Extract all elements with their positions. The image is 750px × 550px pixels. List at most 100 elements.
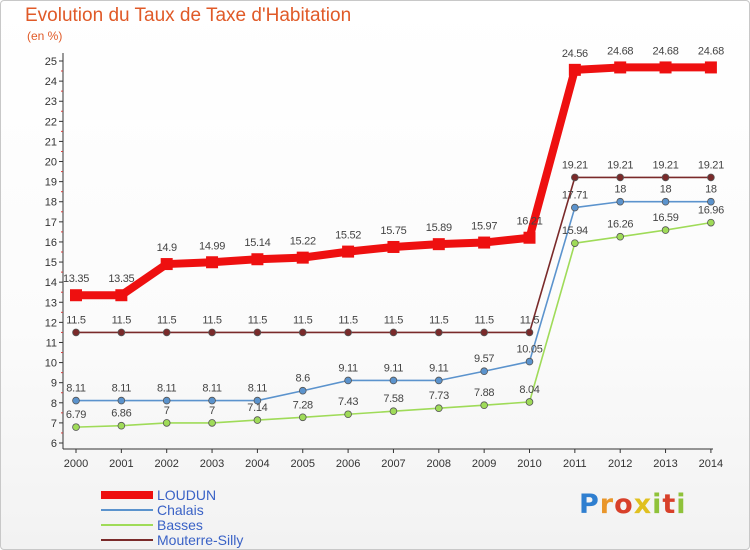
data-point bbox=[614, 61, 627, 74]
data-label: 11.5 bbox=[112, 314, 132, 326]
data-point bbox=[568, 63, 581, 76]
data-label: 6.86 bbox=[111, 408, 131, 420]
x-tick-label: 2009 bbox=[472, 458, 496, 470]
data-point bbox=[253, 416, 262, 424]
data-label: 18 bbox=[614, 184, 626, 196]
data-label: 9.11 bbox=[338, 362, 358, 374]
data-label: 18 bbox=[660, 184, 672, 196]
data-point bbox=[525, 328, 534, 337]
y-tick-label: 7 bbox=[51, 418, 57, 430]
chart-axes: 6 7 8 9 10 11 12 13 14 15 16 17 18 19 20 21 22 23 24 25 2000… bbox=[45, 53, 723, 470]
data-label: 8.6 bbox=[296, 373, 311, 385]
data-label: 16.26 bbox=[607, 219, 633, 231]
y-tick-label: 9 bbox=[51, 378, 57, 390]
x-tick-label: 2012 bbox=[608, 458, 632, 470]
legend-item: Chalais bbox=[101, 502, 243, 518]
data-label: 11.5 bbox=[66, 314, 86, 326]
x-tick-label: 2000 bbox=[64, 458, 88, 470]
data-label: 14.99 bbox=[199, 240, 225, 252]
x-tick-label: 2006 bbox=[336, 458, 360, 470]
legend-label: Mouterre-Silly bbox=[157, 531, 244, 548]
y-tick-label: 23 bbox=[45, 96, 57, 108]
data-label: 8.11 bbox=[157, 383, 177, 395]
y-tick-label: 6 bbox=[51, 438, 57, 450]
x-tick-label: 2011 bbox=[563, 458, 587, 470]
data-point bbox=[160, 258, 173, 271]
data-label: 15.52 bbox=[335, 230, 361, 242]
y-tick-label: 12 bbox=[45, 317, 57, 329]
series-points bbox=[70, 61, 717, 431]
x-tick-label: 2010 bbox=[517, 458, 541, 470]
data-point bbox=[707, 173, 715, 182]
data-point bbox=[704, 61, 717, 74]
data-label: 19.21 bbox=[562, 159, 588, 171]
data-label: 19.21 bbox=[607, 159, 633, 171]
data-point bbox=[480, 328, 488, 337]
data-point bbox=[117, 421, 126, 430]
data-label: 14.9 bbox=[157, 242, 177, 254]
data-point bbox=[296, 251, 309, 264]
data-label: 24.68 bbox=[607, 45, 633, 57]
data-point bbox=[72, 396, 80, 405]
data-point bbox=[206, 256, 219, 269]
x-tick-label: 2002 bbox=[154, 458, 178, 470]
y-tick-label: 16 bbox=[45, 237, 57, 249]
data-point bbox=[208, 419, 216, 427]
data-point bbox=[434, 376, 443, 385]
data-point bbox=[117, 328, 126, 337]
data-label: 11.5 bbox=[384, 314, 404, 326]
data-point bbox=[162, 328, 171, 337]
series-line-mouterre-silly bbox=[75, 176, 712, 334]
data-labels: 11.5 11.5 11.5 11.5 11.5 11.5 11.5 11.5 11.5 11.5… bbox=[63, 45, 724, 421]
data-label: 7.73 bbox=[429, 390, 449, 402]
x-tick-label: 2004 bbox=[245, 458, 269, 470]
data-label: 18 bbox=[705, 184, 717, 196]
y-tick-label: 17 bbox=[45, 217, 57, 229]
data-point bbox=[115, 289, 128, 302]
data-label: 8.11 bbox=[66, 383, 86, 395]
data-label: 11.5 bbox=[520, 314, 540, 326]
legend-item: Basses bbox=[101, 517, 243, 533]
data-point bbox=[162, 419, 171, 427]
data-point bbox=[434, 328, 443, 337]
x-tick-label: 2008 bbox=[427, 458, 451, 470]
data-point bbox=[571, 239, 579, 247]
data-label: 24.68 bbox=[653, 45, 679, 57]
x-tick-label: 2007 bbox=[381, 458, 405, 470]
y-tick-label: 13 bbox=[45, 297, 57, 309]
y-tick-label: 20 bbox=[45, 157, 57, 169]
data-point bbox=[523, 231, 536, 244]
data-label: 8.04 bbox=[519, 384, 539, 396]
data-label: 8.11 bbox=[248, 383, 268, 395]
y-tick-label: 11 bbox=[46, 337, 57, 349]
data-point bbox=[298, 328, 307, 337]
data-point bbox=[162, 396, 171, 405]
data-point bbox=[432, 238, 445, 251]
data-label: 13.35 bbox=[108, 273, 134, 285]
data-point bbox=[659, 61, 672, 74]
y-tick-label: 10 bbox=[45, 358, 57, 370]
data-label: 7 bbox=[164, 405, 170, 417]
data-point bbox=[117, 396, 126, 405]
data-point bbox=[389, 328, 398, 337]
data-label: 7.28 bbox=[293, 399, 313, 411]
data-point bbox=[344, 410, 352, 419]
data-point bbox=[616, 232, 624, 241]
y-tick-label: 25 bbox=[45, 56, 57, 68]
data-point bbox=[342, 245, 355, 258]
data-point bbox=[480, 367, 488, 376]
data-point bbox=[571, 173, 579, 182]
data-label: 8.11 bbox=[202, 383, 222, 395]
data-point bbox=[72, 423, 80, 431]
data-point bbox=[208, 396, 216, 405]
chart-subtitle: (en %) bbox=[27, 29, 63, 43]
data-label: 15.97 bbox=[471, 221, 497, 233]
data-point bbox=[344, 328, 352, 337]
data-point bbox=[707, 218, 715, 227]
data-point bbox=[253, 328, 262, 337]
legend-label: LOUDUN bbox=[157, 486, 217, 503]
data-label: 11.5 bbox=[474, 314, 494, 326]
x-tick-label: 2001 bbox=[109, 458, 133, 470]
x-tick-label: 2013 bbox=[653, 458, 677, 470]
data-label: 7.43 bbox=[338, 396, 358, 408]
